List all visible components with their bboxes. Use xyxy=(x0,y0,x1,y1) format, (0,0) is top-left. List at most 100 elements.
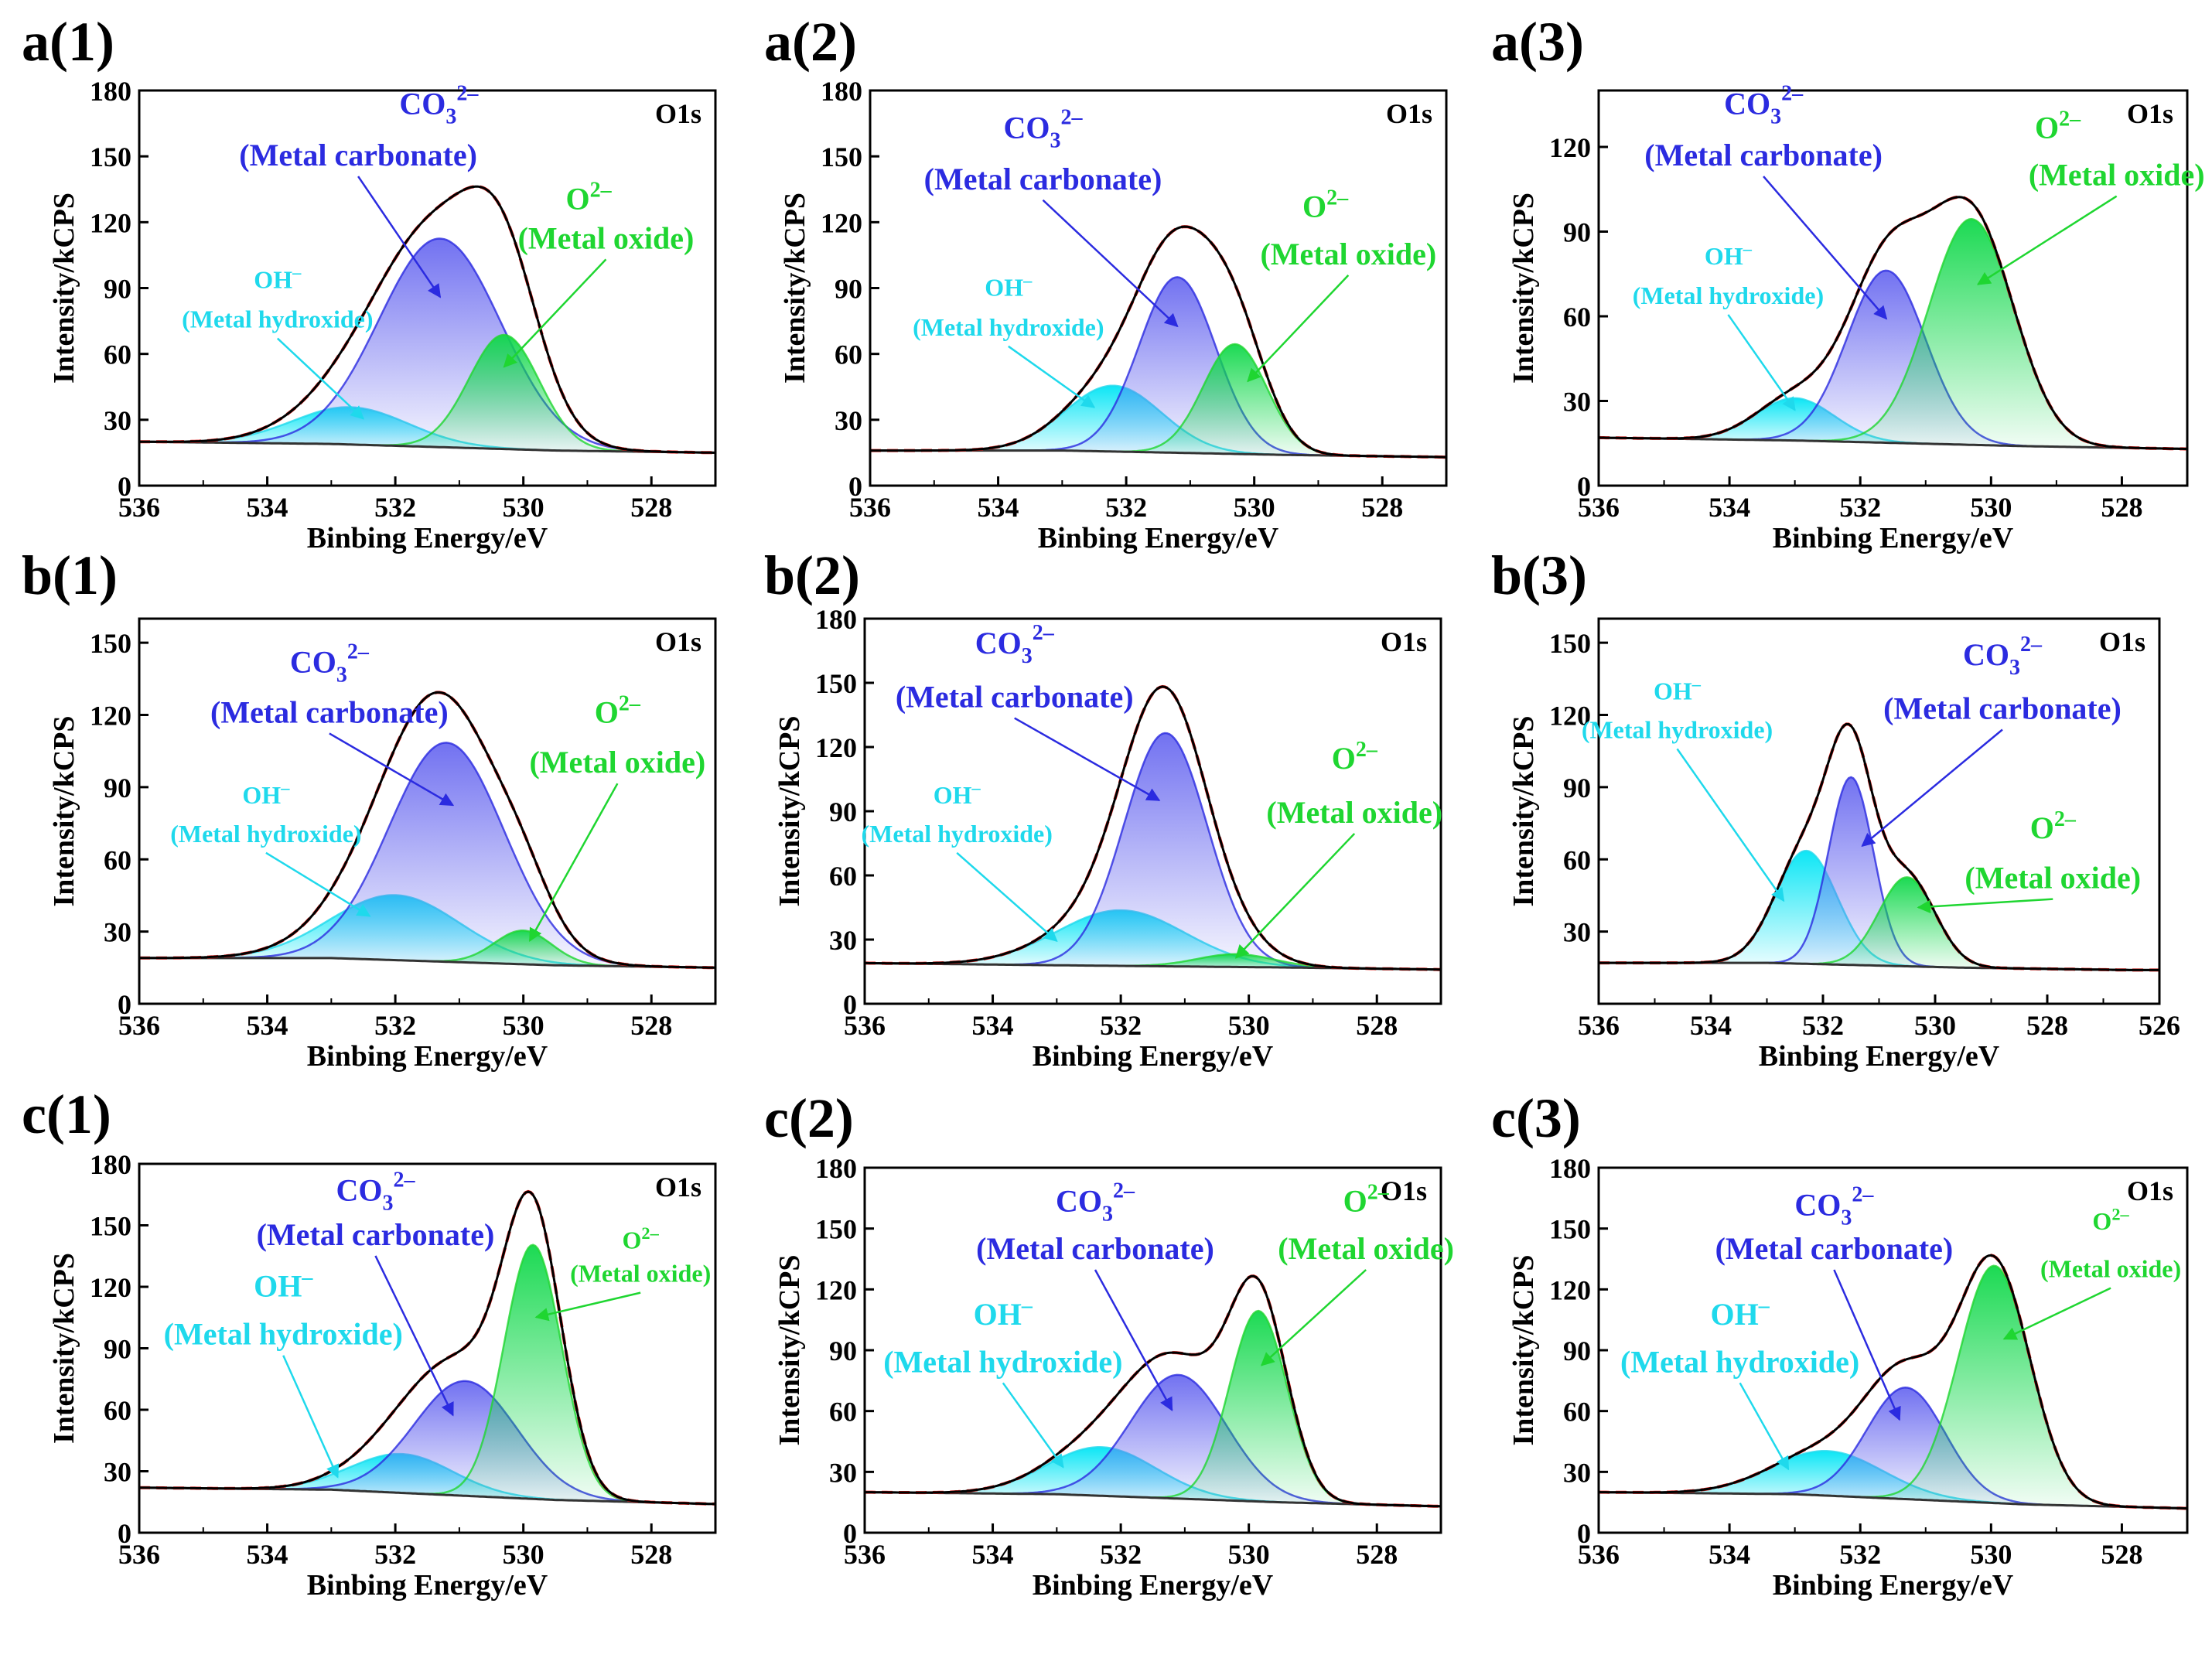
x-tick-label: 536 xyxy=(1578,1539,1620,1570)
y-tick-label: 60 xyxy=(1563,1397,1591,1428)
hydroxide-formula: OH– xyxy=(974,1294,1033,1332)
carbonate-formula: CO32– xyxy=(399,82,479,129)
plot-area xyxy=(865,684,1441,971)
hydroxide-description: (Metal hydroxide) xyxy=(1620,1344,1859,1379)
plot-area xyxy=(139,185,715,455)
y-tick-label: 90 xyxy=(104,1334,131,1365)
y-tick-label: 180 xyxy=(90,76,131,107)
y-tick-label: 90 xyxy=(104,773,131,803)
x-tick-label: 532 xyxy=(1839,1539,1881,1570)
y-tick-label: 90 xyxy=(104,274,131,305)
x-tick-label: 532 xyxy=(1100,1010,1142,1041)
y-tick-label: 90 xyxy=(1563,1336,1591,1366)
x-tick-label: 530 xyxy=(503,1010,544,1041)
x-tick-label: 530 xyxy=(503,1539,544,1570)
oxide-description: (Metal oxide) xyxy=(2040,1255,2181,1283)
carbonate-description: (Metal carbonate) xyxy=(924,162,1162,196)
y-tick-label: 60 xyxy=(1563,302,1591,333)
arrow-line-icon xyxy=(265,851,371,917)
arrow-line-icon xyxy=(282,1355,340,1479)
x-tick-label: 532 xyxy=(374,1539,416,1570)
arrow-line-icon xyxy=(374,1255,454,1417)
y-tick-label: 120 xyxy=(90,207,131,238)
y-tick-label: 120 xyxy=(1549,701,1591,732)
x-tick-label: 532 xyxy=(1839,492,1881,523)
corner-label: O1s xyxy=(1381,626,1427,657)
x-tick-label: 534 xyxy=(1708,1539,1750,1570)
corner-label: O1s xyxy=(1386,98,1432,129)
y-tick-label: 60 xyxy=(829,861,857,892)
arrow-line-icon xyxy=(276,337,365,420)
oxide-description: (Metal oxide) xyxy=(529,745,705,780)
arrow-line-icon xyxy=(1042,199,1179,328)
x-axis-title: Binbing Energy/eV xyxy=(1773,1569,2014,1602)
y-tick-label: 180 xyxy=(821,76,862,107)
arrow-line-icon xyxy=(1094,1269,1173,1411)
y-tick-label: 150 xyxy=(1549,1214,1591,1245)
carbonate-formula: CO32– xyxy=(1724,82,1804,129)
carbonate-description: (Metal carbonate) xyxy=(257,1217,495,1252)
arrow-line-icon xyxy=(1008,345,1096,408)
carbonate-peak-fill xyxy=(865,733,1441,970)
y-tick-label: 60 xyxy=(835,339,862,370)
hydroxide-peak-fill xyxy=(1599,397,2187,449)
panel-c1: c(1) 536 534 532 530 528 0 30 60 90 120 150 180 Binbi… xyxy=(22,1083,717,1602)
x-tick-label: 530 xyxy=(1914,1010,1956,1041)
plot-area xyxy=(139,1189,715,1506)
hydroxide-formula: OH– xyxy=(254,1266,313,1304)
y-tick-label: 150 xyxy=(821,142,862,172)
panel-a3: a(3) 536 534 532 530 528 0 30 60 90 120 Binbing Ene… xyxy=(1491,11,2205,554)
x-axis-title: Binbing Energy/eV xyxy=(1033,1569,1274,1602)
oxide-description: (Metal oxide) xyxy=(1260,237,1436,271)
corner-label: O1s xyxy=(2127,1175,2173,1206)
y-tick-label: 90 xyxy=(835,274,862,305)
plot-area xyxy=(1599,195,2187,451)
x-tick-label: 532 xyxy=(1802,1010,1844,1041)
carbonate-description: (Metal carbonate) xyxy=(1644,138,1883,172)
y-tick-label: 180 xyxy=(1549,1153,1591,1184)
baseline-line xyxy=(1599,1491,2187,1510)
x-tick-label: 530 xyxy=(1228,1539,1270,1570)
hydroxide-description: (Metal hydroxide) xyxy=(1633,281,1824,309)
y-tick-label: 30 xyxy=(829,1457,857,1488)
arrow-line-icon xyxy=(1833,1269,1901,1421)
y-axis-title: Intensity/kCPS xyxy=(1507,1254,1540,1445)
y-tick-label: 150 xyxy=(815,668,857,699)
panel-a1: a(1) 536 534 532 530 528 0 30 60 90 120 150 180 Binbi… xyxy=(22,11,717,554)
arrow-line-icon xyxy=(1247,274,1350,383)
x-tick-label: 534 xyxy=(247,1010,288,1041)
baseline-line xyxy=(139,957,715,969)
arrow-line-icon xyxy=(534,1291,641,1322)
y-tick-label: 120 xyxy=(90,1272,131,1303)
y-axis-title: Intensity/kCPS xyxy=(48,193,80,384)
carbonate-description: (Metal carbonate) xyxy=(976,1231,1214,1266)
carbonate-peak-fill xyxy=(865,1374,1441,1506)
x-tick-label: 536 xyxy=(118,1539,160,1570)
carbonate-formula: CO32– xyxy=(336,1168,415,1216)
hydroxide-description: (Metal hydroxide) xyxy=(862,820,1053,848)
carbonate-peak-fill xyxy=(1599,1387,2187,1509)
carbonate-peak-fill xyxy=(139,742,715,968)
y-tick-label: 150 xyxy=(90,142,131,172)
y-tick-label: 120 xyxy=(90,701,131,732)
arrow-line-icon xyxy=(1676,748,1785,902)
x-axis-title: Binbing Energy/eV xyxy=(307,1040,548,1073)
x-tick-label: 536 xyxy=(1578,492,1620,523)
hydroxide-formula: OH– xyxy=(934,778,981,809)
x-axis-title: Binbing Energy/eV xyxy=(1033,1040,1274,1073)
x-axis-title: Binbing Energy/eV xyxy=(307,522,548,554)
hydroxide-formula: OH– xyxy=(1654,674,1702,705)
plot-area xyxy=(1599,1254,2187,1510)
panel-label: a(1) xyxy=(22,11,114,73)
x-tick-label: 528 xyxy=(1361,492,1403,523)
panel-label: b(2) xyxy=(764,544,860,606)
y-axis-title: Intensity/kCPS xyxy=(1507,193,1540,384)
x-tick-label: 534 xyxy=(972,1539,1014,1570)
corner-label: O1s xyxy=(2099,626,2145,657)
oxide-peak-fill xyxy=(865,954,1441,970)
x-tick-label: 534 xyxy=(978,492,1019,523)
y-tick-label: 0 xyxy=(1577,1518,1591,1549)
corner-label: O1s xyxy=(655,98,701,129)
carbonate-peak-fill xyxy=(139,1380,715,1504)
measured-spectrum-line xyxy=(139,185,715,454)
